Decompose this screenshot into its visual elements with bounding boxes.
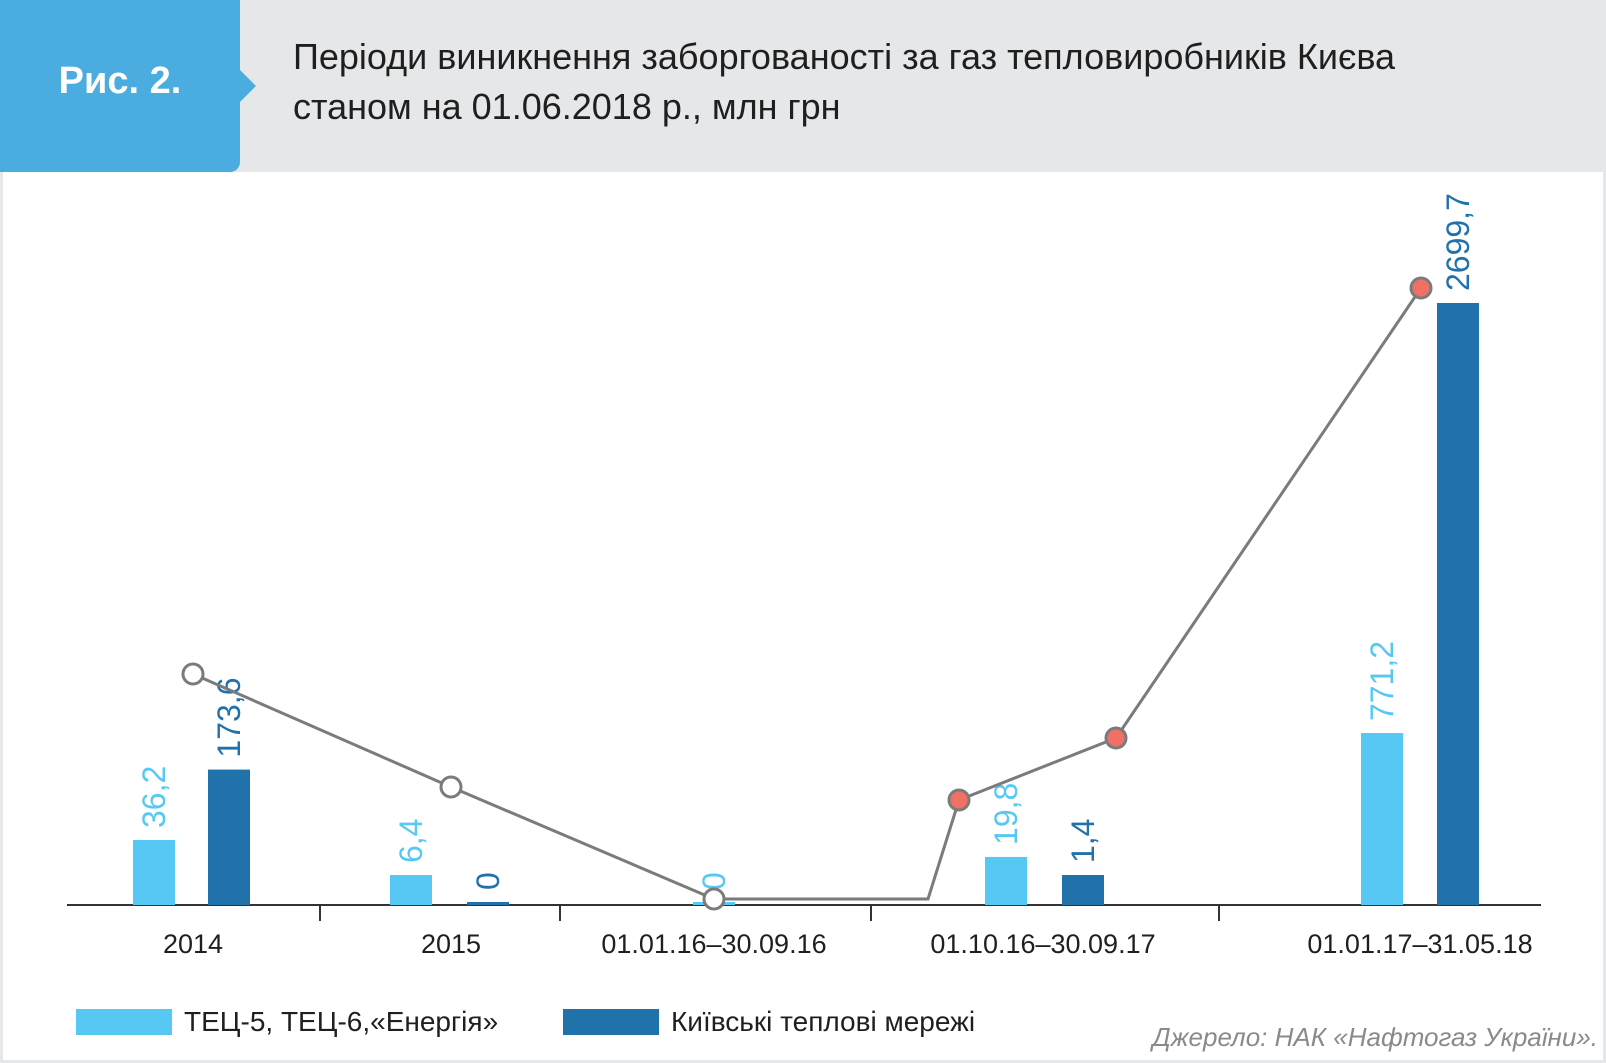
plot-area: 36,2 6,4 0 19,8 771,2 173,6 0 1,4 2699,7 2014 2015… [3, 172, 1603, 1060]
x-axis-category-label: 01.01.17–31.05.18 [1307, 929, 1532, 959]
legend-item-kyiv-heat: Київські теплові мережі [563, 1006, 975, 1038]
legend-item-tets: ТЕЦ-5, ТЕЦ-6,«Енергія» [76, 1006, 498, 1038]
figure-label: Рис. 2. [58, 60, 182, 102]
figure-badge: Рис. 2. [0, 0, 240, 172]
x-axis-category-label: 2014 [163, 929, 223, 959]
trend-marker [702, 887, 726, 911]
legend-swatch-light-blue [76, 1009, 172, 1035]
chart-title: Періоди виникнення заборгованості за газ… [293, 32, 1573, 132]
bar-value-label: 19,8 [988, 783, 1024, 845]
bar-value-label: 6,4 [393, 819, 429, 863]
bar-value-label: 1,4 [1065, 819, 1101, 863]
bar-value-label: 2699,7 [1440, 193, 1476, 291]
chart-bar [1062, 875, 1104, 905]
x-axis-category-label: 2015 [421, 929, 481, 959]
trend-line [192, 287, 1423, 901]
chart-bar [133, 840, 175, 905]
trend-marker [439, 775, 463, 799]
legend-swatch-dark-blue [563, 1009, 659, 1035]
legend-label-kyiv-heat: Київські теплові мережі [671, 1006, 976, 1037]
trend-marker [947, 788, 971, 812]
x-axis-category-label: 01.01.16–30.09.16 [601, 929, 826, 959]
legend-label-tets: ТЕЦ-5, ТЕЦ-6,«Енергія» [184, 1006, 499, 1037]
chart-title-line-2: станом на 01.06.2018 р., млн грн [293, 86, 841, 127]
bar-value-label: 0 [696, 872, 732, 890]
chart-bar [467, 902, 509, 905]
chart-bar [1361, 733, 1403, 905]
source-note: Джерело: НАК «Нафтогаз України». [1152, 1022, 1598, 1052]
bar-value-label: 771,2 [1364, 641, 1400, 721]
chart-bar [985, 856, 1027, 905]
bar-value-label: 36,2 [136, 766, 172, 828]
chart-header: Рис. 2. Періоди виникнення заборгованост… [0, 0, 1606, 172]
bar-value-label: 0 [470, 872, 506, 890]
trend-marker [1104, 726, 1128, 750]
chart-title-line-1: Періоди виникнення заборгованості за газ… [293, 36, 1396, 77]
trend-marker [181, 662, 205, 686]
badge-pointer-icon [240, 70, 256, 102]
chart-bar [1437, 303, 1479, 905]
chart-bar [208, 769, 250, 905]
trend-marker [1409, 276, 1433, 300]
x-axis-category-label: 01.10.16–30.09.17 [930, 929, 1155, 959]
chart-bar [390, 875, 432, 905]
